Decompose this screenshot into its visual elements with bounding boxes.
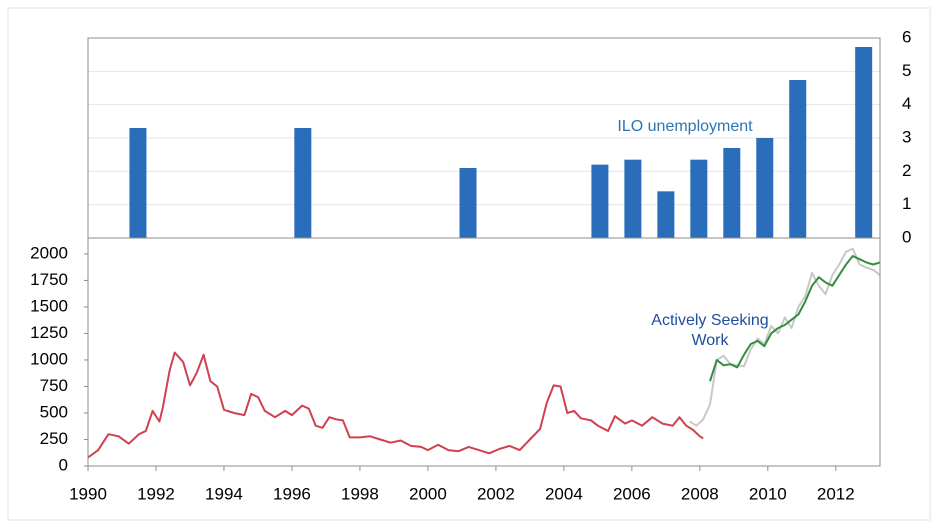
x-tick-label: 2006 — [613, 484, 651, 503]
bar — [690, 159, 708, 238]
bar — [855, 47, 873, 238]
outer-border — [7, 7, 931, 521]
y-tick-label: 1250 — [30, 323, 68, 342]
x-tick-label: 2000 — [409, 484, 447, 503]
x-tick-label: 1996 — [273, 484, 311, 503]
y-tick-label: 4 — [902, 94, 911, 113]
x-tick-label: 1992 — [137, 484, 175, 503]
line-series — [87, 351, 704, 459]
y-tick-label: 750 — [40, 376, 68, 395]
y-tick-label: 5 — [902, 61, 911, 80]
bar — [459, 168, 477, 238]
bar — [789, 80, 807, 238]
y-tick-label: 250 — [40, 429, 68, 448]
x-tick-label: 2012 — [817, 484, 855, 503]
y-tick-label: 2000 — [30, 243, 68, 262]
x-tick-label: 1998 — [341, 484, 379, 503]
x-tick-label: 1990 — [69, 484, 107, 503]
y-tick-label: 1750 — [30, 270, 68, 289]
plot-frame — [87, 237, 881, 467]
bar — [723, 148, 741, 238]
bar — [129, 128, 147, 238]
x-tick-label: 1994 — [205, 484, 243, 503]
y-tick-label: 1 — [902, 194, 911, 213]
bar — [624, 159, 642, 238]
x-tick-label: 2004 — [545, 484, 583, 503]
y-tick-label: 1000 — [30, 349, 68, 368]
bar — [591, 164, 609, 238]
y-tick-label: 0 — [902, 227, 911, 246]
bar — [294, 128, 312, 238]
bar — [756, 138, 774, 238]
bar — [657, 191, 675, 238]
line-series — [689, 247, 881, 427]
y-tick-label: 0 — [59, 455, 68, 474]
y-tick-label: 1500 — [30, 296, 68, 315]
y-tick-label: 500 — [40, 402, 68, 421]
annotation: ILO unemployment — [617, 118, 753, 135]
x-tick-label: 2002 — [477, 484, 515, 503]
line-series — [709, 255, 881, 382]
y-tick-label: 2 — [902, 161, 911, 180]
annotation: Actively Seeking Work — [651, 312, 769, 349]
y-tick-label: 6 — [902, 27, 911, 46]
y-tick-label: 3 — [902, 127, 911, 146]
x-tick-label: 2008 — [681, 484, 719, 503]
x-tick-label: 2010 — [749, 484, 787, 503]
